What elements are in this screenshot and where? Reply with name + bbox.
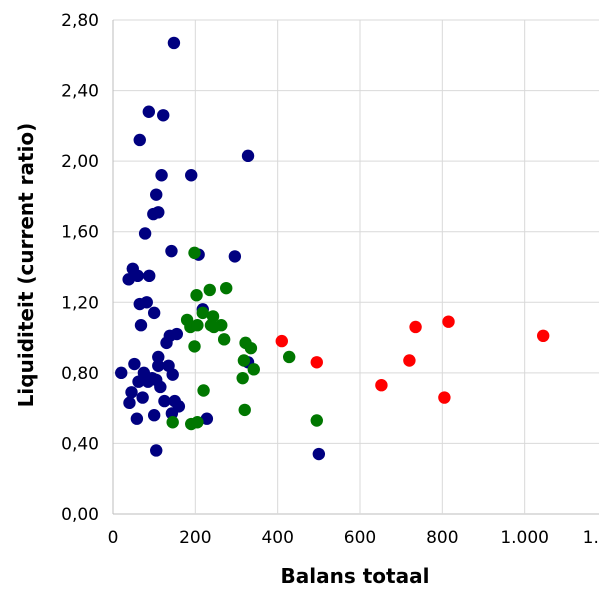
- data-point: [188, 340, 200, 352]
- x-tick-label: 0: [108, 528, 119, 548]
- data-point: [375, 379, 387, 391]
- data-point: [283, 351, 295, 363]
- data-point: [218, 333, 230, 345]
- data-point: [239, 404, 251, 416]
- data-point: [403, 354, 415, 366]
- data-point: [150, 188, 162, 200]
- data-point: [148, 307, 160, 319]
- x-tick-label: 800: [426, 528, 458, 548]
- y-tick-label: 0,00: [61, 505, 99, 525]
- data-point: [134, 134, 146, 146]
- data-point: [537, 330, 549, 342]
- y-axis-ticks: 0,00 0,40 0,80 1,20 1,60 2,00 2,40 2,80: [61, 11, 99, 525]
- data-point: [238, 354, 250, 366]
- data-point: [155, 169, 167, 181]
- data-point: [311, 356, 323, 368]
- x-tick-label: 600: [344, 528, 376, 548]
- data-point: [208, 321, 220, 333]
- data-point: [313, 448, 325, 460]
- data-point: [311, 414, 323, 426]
- data-point: [248, 363, 260, 375]
- data-point: [157, 109, 169, 121]
- data-point: [220, 282, 232, 294]
- data-points: [115, 37, 549, 460]
- data-point: [276, 335, 288, 347]
- data-point: [131, 413, 143, 425]
- x-axis-ticks: 0 200 400 600 800 1.000 1.200: [108, 528, 599, 548]
- x-tick-label: 1.200: [583, 528, 599, 548]
- y-tick-label: 2,40: [61, 82, 99, 102]
- y-tick-label: 2,00: [61, 152, 99, 172]
- x-tick-label: 1.000: [500, 528, 549, 548]
- grid: [113, 20, 599, 514]
- data-point: [442, 315, 454, 327]
- y-axis-title: Liquiditeit (current ratio): [14, 123, 38, 408]
- data-point: [191, 319, 203, 331]
- y-tick-label: 2,80: [61, 11, 99, 31]
- data-point: [165, 245, 177, 257]
- data-point: [197, 384, 209, 396]
- data-point: [438, 391, 450, 403]
- data-point: [166, 368, 178, 380]
- data-point: [204, 284, 216, 296]
- data-point: [191, 416, 203, 428]
- data-point: [160, 337, 172, 349]
- data-point: [185, 169, 197, 181]
- data-point: [166, 416, 178, 428]
- data-point: [229, 250, 241, 262]
- y-tick-label: 0,40: [61, 434, 99, 454]
- data-point: [143, 106, 155, 118]
- data-point: [132, 270, 144, 282]
- data-point: [188, 247, 200, 259]
- x-tick-label: 400: [261, 528, 293, 548]
- data-point: [125, 386, 137, 398]
- data-point: [168, 37, 180, 49]
- data-point: [236, 372, 248, 384]
- y-tick-label: 1,20: [61, 293, 99, 313]
- data-point: [141, 296, 153, 308]
- data-point: [245, 342, 257, 354]
- x-tick-label: 200: [179, 528, 211, 548]
- data-point: [115, 367, 127, 379]
- y-tick-label: 1,60: [61, 223, 99, 243]
- x-axis-title: Balans totaal: [281, 564, 430, 588]
- y-tick-label: 0,80: [61, 364, 99, 384]
- data-point: [242, 150, 254, 162]
- data-point: [154, 381, 166, 393]
- data-point: [143, 270, 155, 282]
- data-point: [123, 397, 135, 409]
- data-point: [150, 444, 162, 456]
- data-point: [190, 289, 202, 301]
- data-point: [139, 227, 151, 239]
- data-point: [409, 321, 421, 333]
- data-point: [152, 206, 164, 218]
- data-point: [135, 319, 147, 331]
- data-point: [148, 409, 160, 421]
- data-point: [136, 391, 148, 403]
- data-point: [128, 358, 140, 370]
